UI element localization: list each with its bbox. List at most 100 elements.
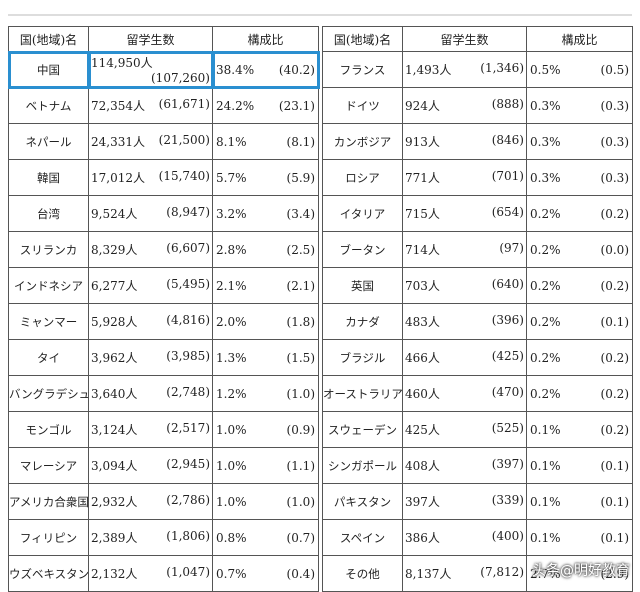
ratio-cell: 5.7% (5.9) — [212, 159, 319, 196]
header-ratio: 構成比 — [526, 26, 633, 52]
ratio-value: 38.4% — [216, 62, 255, 77]
table-row: タイ 3,962人 (3,985) 1.3% (1.5) — [8, 339, 319, 376]
students-prev-count: (525) — [491, 421, 524, 435]
ratio-value: 24.2% — [216, 98, 255, 113]
ratio-value: 0.5% — [530, 62, 561, 77]
country-cell: ベトナム — [8, 87, 89, 124]
left-table-body: 中国 114,950人 (107,260) 38.4% (40.2) ベトナム 72,354… — [7, 50, 320, 592]
ratio-cell: 0.2% (0.0) — [526, 231, 633, 268]
table-row: カンボジア 913人 (846) 0.3% (0.3) — [322, 123, 633, 160]
students-count: 703人 — [405, 279, 440, 293]
students-prev-count: (6,607) — [166, 241, 210, 255]
students-count: 425人 — [405, 423, 440, 437]
ratio-value: 0.8% — [216, 530, 247, 545]
ratio-prev-value: (0.0) — [600, 242, 629, 257]
ratio-cell: 0.2% (0.2) — [526, 195, 633, 232]
students-cell: 466人 (425) — [402, 339, 527, 376]
students-count: 460人 — [405, 387, 440, 401]
statistics-tables: 国(地域)名 留学生数 構成比 中国 114,950人 (107,260) 38.4%… — [7, 26, 633, 592]
ratio-cell: 0.3% (0.3) — [526, 123, 633, 160]
ratio-cell: 2.8% (2.5) — [212, 231, 319, 268]
students-cell: 483人 (396) — [402, 303, 527, 340]
students-cell: 114,950人 (107,260) — [87, 50, 214, 89]
students-count: 2,932人 — [91, 495, 138, 509]
ratio-value: 5.7% — [216, 170, 247, 185]
students-cell: 715人 (654) — [402, 195, 527, 232]
table-row: カナダ 483人 (396) 0.2% (0.1) — [322, 303, 633, 340]
ratio-prev-value: (1.5) — [286, 350, 315, 365]
students-cell: 72,354人 (61,671) — [88, 87, 213, 124]
ratio-prev-value: (0.5) — [600, 62, 629, 77]
students-cell: 3,640人 (2,748) — [88, 375, 213, 412]
country-cell: ウズベキスタン — [8, 555, 89, 592]
students-count: 3,124人 — [91, 423, 138, 437]
students-cell: 397人 (339) — [402, 483, 527, 520]
students-count: 9,524人 — [91, 207, 138, 221]
table-row: 中国 114,950人 (107,260) 38.4% (40.2) — [7, 50, 320, 89]
table-row: フィリピン 2,389人 (1,806) 0.8% (0.7) — [8, 519, 319, 556]
students-cell: 408人 (397) — [402, 447, 527, 484]
students-prev-count: (701) — [491, 169, 524, 183]
ratio-cell: 38.4% (40.2) — [211, 50, 320, 89]
students-count: 483人 — [405, 315, 440, 329]
students-prev-count: (339) — [491, 493, 524, 507]
students-prev-count: (15,740) — [158, 169, 210, 183]
table-row: スペイン 386人 (400) 0.1% (0.1) — [322, 519, 633, 556]
watermark: 头条@明好教育 — [532, 563, 630, 579]
students-cell: 924人 (888) — [402, 87, 527, 124]
students-prev-count: (846) — [491, 133, 524, 147]
students-count: 3,094人 — [91, 459, 138, 473]
ratio-value: 1.2% — [216, 386, 247, 401]
right-table-body: フランス 1,493人 (1,346) 0.5% (0.5) ドイツ 924人 (888) 0.… — [322, 51, 633, 592]
country-cell: タイ — [8, 339, 89, 376]
ratio-prev-value: (0.2) — [600, 206, 629, 221]
ratio-cell: 1.0% (1.1) — [212, 447, 319, 484]
ratio-cell: 1.2% (1.0) — [212, 375, 319, 412]
students-prev-count: (654) — [491, 205, 524, 219]
table-row: インドネシア 6,277人 (5,495) 2.1% (2.1) — [8, 267, 319, 304]
students-count: 6,277人 — [91, 279, 138, 293]
students-prev-count: (21,500) — [158, 133, 210, 147]
table-row: イタリア 715人 (654) 0.2% (0.2) — [322, 195, 633, 232]
ratio-prev-value: (5.9) — [286, 170, 315, 185]
students-cell: 2,132人 (1,047) — [88, 555, 213, 592]
table-row: ブラジル 466人 (425) 0.2% (0.2) — [322, 339, 633, 376]
students-count: 2,132人 — [91, 567, 138, 581]
ratio-value: 0.2% — [530, 242, 561, 257]
ratio-prev-value: (8.1) — [286, 134, 315, 149]
ratio-prev-value: (3.4) — [286, 206, 315, 221]
ratio-cell: 0.3% (0.3) — [526, 87, 633, 124]
students-cell: 9,524人 (8,947) — [88, 195, 213, 232]
country-cell: ブータン — [322, 231, 403, 268]
students-cell: 5,928人 (4,816) — [88, 303, 213, 340]
table-row: 韓国 17,012人 (15,740) 5.7% (5.9) — [8, 159, 319, 196]
ratio-prev-value: (40.2) — [278, 62, 315, 77]
table-row: フランス 1,493人 (1,346) 0.5% (0.5) — [322, 51, 633, 88]
ratio-prev-value: (2.9) — [600, 566, 629, 581]
students-count: 466人 — [405, 351, 440, 365]
ratio-value: 2.8% — [216, 242, 247, 257]
students-cell: 17,012人 (15,740) — [88, 159, 213, 196]
students-cell: 8,329人 (6,607) — [88, 231, 213, 268]
ratio-value: 0.1% — [530, 530, 561, 545]
ratio-prev-value: (0.3) — [600, 98, 629, 113]
students-count: 3,962人 — [91, 351, 138, 365]
country-cell: 台湾 — [8, 195, 89, 232]
students-cell: 2,389人 (1,806) — [88, 519, 213, 556]
table-row: ベトナム 72,354人 (61,671) 24.2% (23.1) — [8, 87, 319, 124]
ratio-prev-value: (0.2) — [600, 278, 629, 293]
ratio-prev-value: (2.5) — [286, 242, 315, 257]
ratio-prev-value: (2.1) — [286, 278, 315, 293]
students-count: 715人 — [405, 207, 440, 221]
table-row: ネパール 24,331人 (21,500) 8.1% (8.1) — [8, 123, 319, 160]
table-row: アメリカ合衆国 2,932人 (2,786) 1.0% (1.0) — [8, 483, 319, 520]
students-prev-count: (4,816) — [166, 313, 210, 327]
ratio-cell: 0.3% (0.3) — [526, 159, 633, 196]
header-country: 国(地域)名 — [322, 26, 403, 52]
students-prev-count: (1,047) — [166, 565, 210, 579]
students-count: 397人 — [405, 495, 440, 509]
ratio-cell: 1.0% (1.0) — [212, 483, 319, 520]
ratio-value: 0.7% — [216, 566, 247, 581]
ratio-cell: 24.2% (23.1) — [212, 87, 319, 124]
header-students: 留学生数 — [402, 26, 527, 52]
